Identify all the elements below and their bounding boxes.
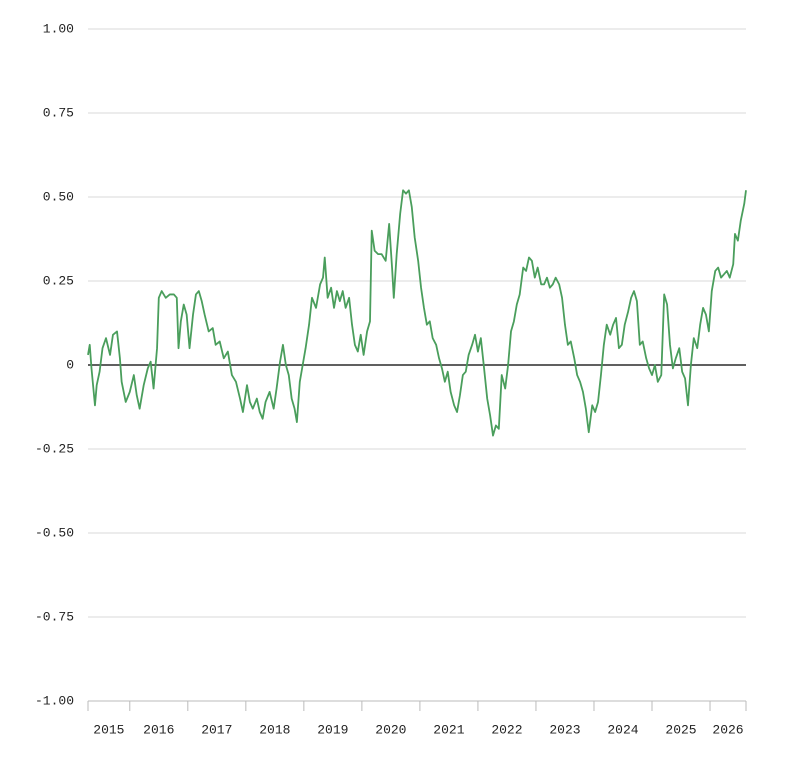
data-line: [87, 189, 747, 437]
x-tick-label: 2026: [712, 722, 743, 737]
x-tick-label: 2020: [375, 722, 406, 737]
x-tick-label: 2021: [433, 722, 464, 737]
x-tick-label: 2022: [491, 722, 522, 737]
y-tick-label: 0.50: [43, 189, 74, 204]
x-tick-label: 2017: [201, 722, 232, 737]
x-tick-label: 2015: [93, 722, 124, 737]
x-tick-label: 2025: [665, 722, 696, 737]
x-tick-label: 2024: [607, 722, 638, 737]
y-tick-label: -0.25: [35, 441, 74, 456]
y-tick-label: 0: [66, 357, 74, 372]
y-tick-label: 1.00: [43, 21, 74, 36]
y-tick-label: -1.00: [35, 693, 74, 708]
y-tick-label: 0.75: [43, 105, 74, 120]
x-tick-label: 2019: [317, 722, 348, 737]
y-tick-label: -0.75: [35, 609, 74, 624]
y-tick-label: -0.50: [35, 525, 74, 540]
y-tick-label: 0.25: [43, 273, 74, 288]
x-tick-label: 2016: [143, 722, 174, 737]
x-tick-label: 2023: [549, 722, 580, 737]
x-tick-label: 2018: [259, 722, 290, 737]
